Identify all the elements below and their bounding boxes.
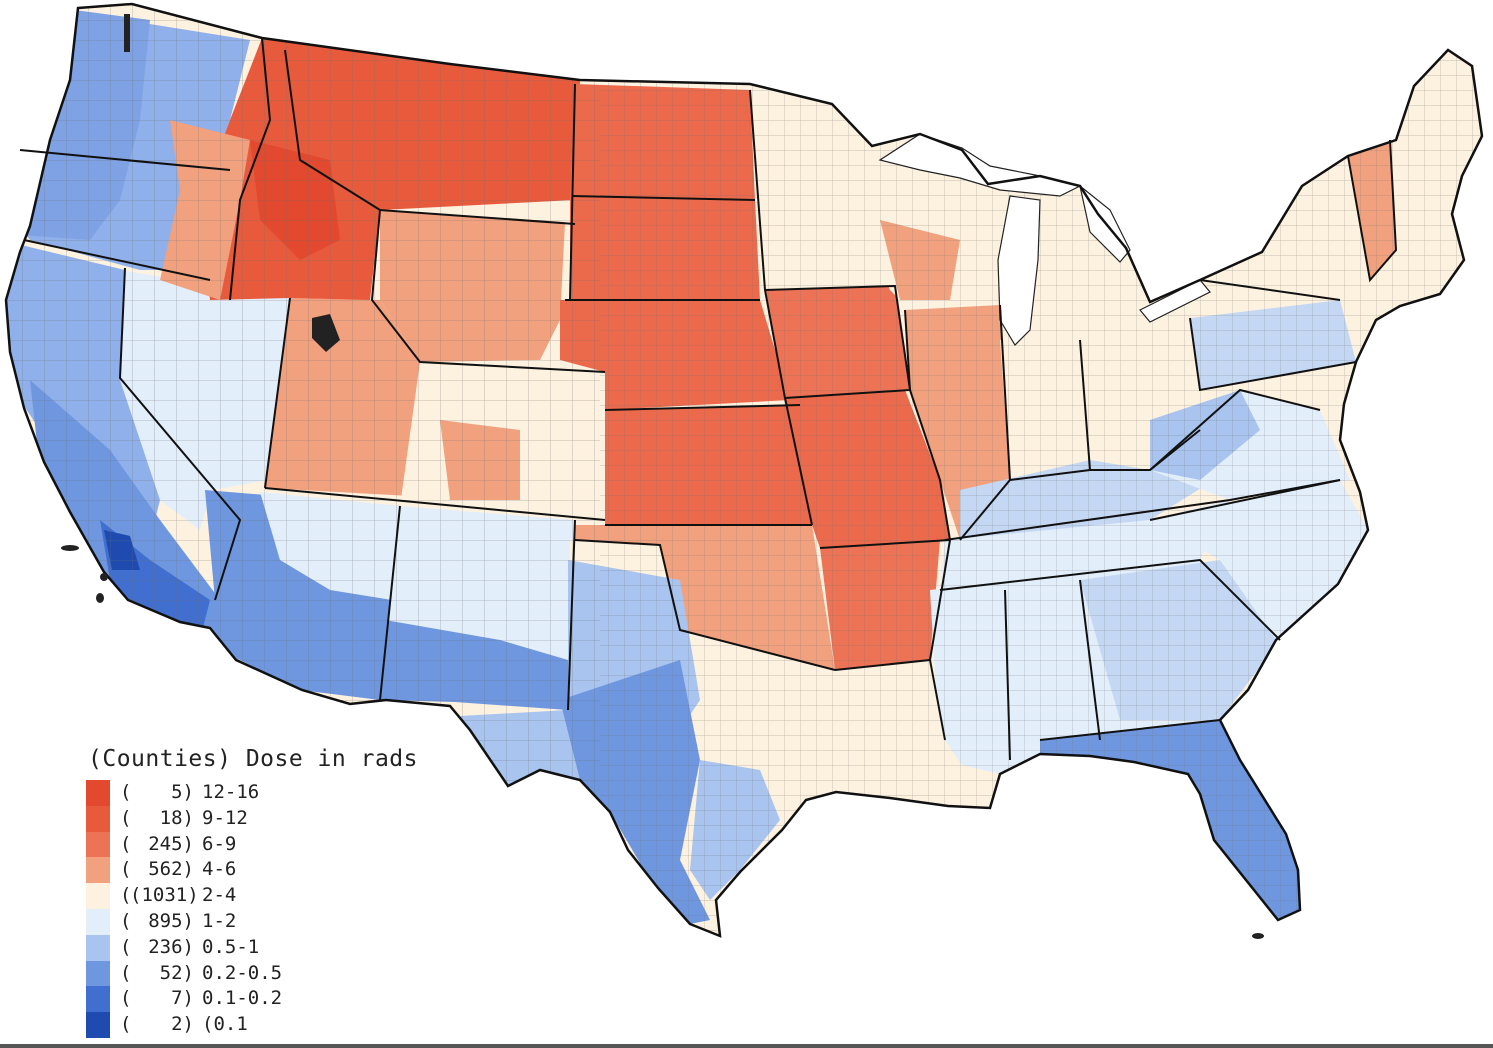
border-mt-nd (569, 83, 576, 301)
legend-item: (895) 1-2 (86, 909, 386, 935)
legend-count: 18) (159, 806, 194, 829)
legend-range: 4-6 (202, 858, 237, 881)
legend-paren: ( (120, 858, 132, 881)
border-ok-tx (574, 539, 836, 671)
legend-range: 0.2-0.5 (202, 961, 283, 984)
legend-count: 895) (148, 910, 194, 932)
state-borders (19, 37, 1398, 761)
legend-count: 52) (159, 961, 194, 984)
border-id (229, 37, 272, 301)
border-nd-sd (571, 195, 756, 201)
legend-count: 236) (148, 935, 194, 958)
legend-range: 1-2 (202, 910, 237, 932)
legend-count: 5) (171, 781, 194, 803)
legend-paren: ( (120, 884, 132, 907)
legend-range: 12-16 (202, 781, 260, 803)
legend-title: (Counties) Dose in rads (88, 746, 418, 772)
border-nm-tx (567, 519, 576, 711)
border-nv-ut (264, 297, 291, 489)
legend: (Counties) Dose in rads (5) 12-16 (18) 9-12… (86, 746, 466, 1046)
legend-paren: ( (120, 935, 132, 958)
legend-range: 6-9 (202, 832, 237, 855)
border-ia (764, 284, 912, 399)
legend-swatch (86, 857, 110, 884)
legend-swatch (86, 986, 110, 1013)
legend-count: 7) (171, 987, 194, 1010)
legend-item: (7) 0.1-0.2 (86, 986, 386, 1013)
legend-swatch (86, 960, 110, 987)
legend-count: (1031) (130, 884, 199, 907)
island-puget (124, 14, 130, 52)
border-mississippi-river (904, 309, 952, 741)
border-tn-south (939, 558, 1281, 641)
legend-paren: ( (120, 806, 132, 829)
legend-paren: ( (120, 961, 132, 984)
border-mn-west (749, 89, 813, 526)
border-ohio-river (959, 429, 1201, 541)
border-az-nm (379, 505, 401, 701)
legend-paren: ( (120, 1013, 132, 1036)
great-salt-lake (312, 314, 340, 352)
island-keys (1252, 933, 1264, 939)
border-il-in (999, 304, 1011, 481)
legend-swatch (86, 909, 110, 935)
legend-item: ((1031) 2-4 (86, 883, 386, 910)
border-in-oh (1079, 339, 1091, 471)
border-ut-az (264, 487, 606, 521)
legend-count: 562) (148, 858, 194, 881)
islands (61, 14, 1264, 939)
legend-paren: ( (120, 987, 132, 1010)
legend-swatch (86, 934, 110, 961)
island-channel-2 (100, 573, 108, 581)
island-channel-3 (96, 593, 104, 603)
legend-swatch (86, 780, 110, 806)
border-mo-ar (819, 539, 951, 549)
border-ne-ks (604, 404, 801, 411)
border-wy-ut-co (370, 209, 606, 373)
us-outline (4, 2, 1484, 938)
legend-paren: ( (120, 832, 132, 855)
border-va-wv (1149, 388, 1321, 471)
border-wa-or (19, 149, 231, 171)
border-mt-wy (379, 209, 576, 225)
legend-range: 0.5-1 (202, 935, 260, 958)
legend-item: (52) 0.2-0.5 (86, 960, 386, 987)
lake-michigan (997, 195, 1041, 346)
border-ky-tn (944, 479, 1341, 541)
great-lakes (312, 133, 1211, 352)
legend-count: 2) (171, 1013, 194, 1036)
legend-range: (0.1 (202, 1013, 248, 1036)
border-ar-la (834, 659, 931, 671)
border-or-ca (23, 239, 211, 281)
border-nc-sc (1149, 479, 1341, 521)
legend-paren: ( (120, 910, 132, 932)
legend-range: 2-4 (202, 884, 237, 907)
border-ms-al-ga (1004, 579, 1101, 761)
border-ca-nv (118, 267, 242, 601)
legend-item: (245) 6-9 (86, 831, 386, 858)
legend-item: (236) 0.5-1 (86, 934, 386, 961)
legend-item: (18) 9-12 (86, 805, 386, 832)
legend-swatch (86, 883, 110, 910)
bottom-border (0, 1044, 1493, 1048)
border-ny-ne (1347, 139, 1398, 283)
legend-swatch (86, 831, 110, 858)
legend-item: (2) (0.1 (86, 1012, 386, 1039)
legend-swatch (86, 1012, 110, 1039)
legend-swatch (86, 805, 110, 832)
legend-range: 9-12 (202, 806, 248, 829)
legend-paren: ( (120, 781, 132, 803)
border-fl (1039, 719, 1221, 741)
legend-range: 0.1-0.2 (202, 987, 283, 1010)
legend-count: 245) (148, 832, 194, 855)
border-id-mt (284, 49, 381, 211)
island-channel-1 (61, 545, 79, 551)
border-pa (1189, 279, 1357, 392)
legend-item: (5) 12-16 (86, 780, 386, 806)
legend-item: (562) 4-6 (86, 857, 386, 884)
